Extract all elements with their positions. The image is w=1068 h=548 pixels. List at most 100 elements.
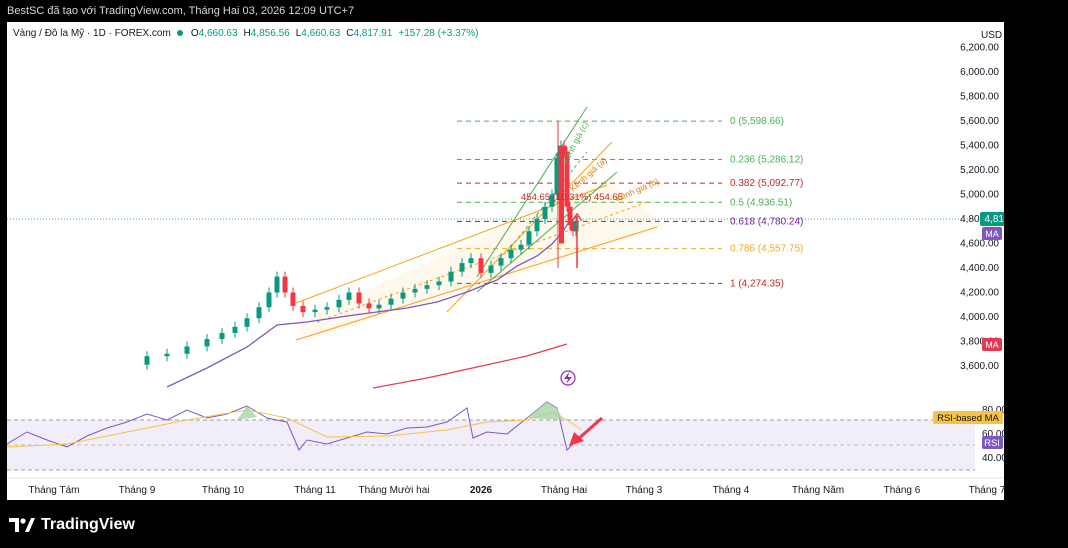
channel-b-lower xyxy=(295,226,658,341)
candle-body xyxy=(366,303,372,309)
candle-body xyxy=(266,292,272,308)
candle-body xyxy=(346,292,352,300)
measure-label: 454.65 (10.31%) 454.65 xyxy=(521,192,623,203)
candle-body xyxy=(232,326,238,333)
ohlc-close: C4,817.91 xyxy=(346,28,393,39)
candle-body xyxy=(542,206,548,219)
price-tick-label: 4,200.00 xyxy=(960,288,999,299)
candle-body xyxy=(300,305,306,313)
red-arrow-head xyxy=(569,432,584,446)
measure-arrow-head xyxy=(571,212,583,222)
candle-body xyxy=(412,288,418,293)
rsi-overbought-fill xyxy=(237,406,257,420)
channel-b-upper xyxy=(295,184,608,304)
brand-name: TradingView xyxy=(41,516,135,533)
candle-body xyxy=(459,263,465,272)
price-tick-label: 5,200.00 xyxy=(960,165,999,176)
candle-body xyxy=(282,276,288,293)
candle-body xyxy=(400,292,406,299)
time-axis-label: Tháng 4 xyxy=(713,485,750,496)
chart-caption: BestSC đã tạo với TradingView.com, Tháng… xyxy=(7,5,355,17)
price-tick-label: 4,800.00 xyxy=(960,214,999,225)
candle-body xyxy=(204,339,210,347)
price-tick-label: 3,600.00 xyxy=(960,361,999,372)
event-lightning-icon xyxy=(564,372,572,384)
candle-body xyxy=(388,298,394,305)
candle-body xyxy=(312,309,318,313)
last-price-tag xyxy=(980,212,1004,226)
time-axis-label: Tháng 3 xyxy=(626,485,663,496)
chart-panel[interactable]: 0 (5,598.66) 0.236 (5,286.12) 0.382 (5,092… xyxy=(7,22,1004,500)
price-tick-label: 6,200.00 xyxy=(960,43,999,54)
ma-purple-badge xyxy=(982,227,1002,240)
ma-red-badge-text: MA xyxy=(985,340,999,350)
rsi-ma-badge xyxy=(933,411,1003,424)
ma-purple-line xyxy=(166,219,571,388)
candle-body xyxy=(184,346,190,354)
ohlc-open: O4,660.63 xyxy=(190,28,238,39)
footer-bar xyxy=(0,500,1068,548)
price-tick-label: 6,000.00 xyxy=(960,67,999,78)
candle-body xyxy=(164,353,170,357)
ohlc-low: L4,660.63 xyxy=(295,28,341,39)
time-axis-label: Tháng Tám xyxy=(29,485,80,496)
candle-body xyxy=(244,318,250,327)
currency-label: USD xyxy=(981,30,1002,41)
candle-body xyxy=(518,244,524,250)
channel-c-lower xyxy=(476,171,618,293)
candle-body xyxy=(290,292,296,306)
last-price-text: 4,817.91 xyxy=(985,214,1004,225)
candle-body xyxy=(570,225,576,232)
candle-body xyxy=(376,304,382,309)
price-chart[interactable]: 0 (5,598.66) 0.236 (5,286.12) 0.382 (5,092… xyxy=(7,22,1004,500)
time-axis-label: Tháng Năm xyxy=(792,485,844,496)
candle-body xyxy=(274,276,280,293)
symbol-legend: Vàng / Đô la Mỹ · 1D · FOREX.com O4,660.… xyxy=(13,28,478,39)
ohlc-high: H4,856.56 xyxy=(243,28,290,39)
time-axis-label: Tháng 7 xyxy=(969,485,1004,496)
candle-body xyxy=(336,299,342,308)
candle-body xyxy=(498,258,504,266)
rsi-tick-label: 80.00 xyxy=(982,405,1004,416)
fib-level-label: 1 (4,274.35) xyxy=(730,278,784,289)
rsi-tick-label: 40.00 xyxy=(982,453,1004,464)
time-axis-label: Tháng 11 xyxy=(294,485,336,496)
candle-body xyxy=(424,285,430,289)
candle-body xyxy=(488,265,494,273)
price-tick-label: 4,000.00 xyxy=(960,312,999,323)
price-tick-label: 5,400.00 xyxy=(960,141,999,152)
candle-body xyxy=(219,332,225,340)
candle-body xyxy=(508,249,514,259)
candle-body xyxy=(436,281,442,286)
candle-body xyxy=(256,307,262,319)
fib-level-label: 0.618 (4,780.24) xyxy=(730,216,803,227)
candle-body xyxy=(526,231,532,245)
candle-body xyxy=(549,194,555,207)
candle-body xyxy=(356,292,362,304)
price-tick-label: 5,600.00 xyxy=(960,116,999,127)
rsi-ma-badge-text: RSI-based MA xyxy=(937,413,999,424)
ma-red-line xyxy=(372,343,568,389)
fib-level-label: 0.5 (4,936.51) xyxy=(730,197,792,208)
rsi-overbought-fill xyxy=(527,402,563,420)
candle-body xyxy=(534,219,540,232)
candle-body xyxy=(478,258,484,273)
fib-level-label: 0 (5,598.66) xyxy=(730,116,784,127)
candle-body xyxy=(554,157,560,195)
tradingview-logo[interactable]: TradingView xyxy=(9,515,135,535)
candle-body xyxy=(468,258,474,264)
time-axis-label: Tháng 10 xyxy=(202,485,245,496)
candle-body xyxy=(324,307,330,310)
spike-body xyxy=(559,145,564,244)
time-axis-label: Tháng 9 xyxy=(119,485,156,496)
channel-b-label: Kênh giá (b) xyxy=(614,176,661,204)
fib-level-label: 0.786 (4,557.75) xyxy=(730,244,803,255)
candle-body xyxy=(448,271,454,282)
candle-body xyxy=(564,151,570,207)
ma-purple-badge-text: MA xyxy=(985,229,999,239)
fib-level-label: 0.382 (5,092.77) xyxy=(730,178,803,189)
symbol-name[interactable]: Vàng / Đô la Mỹ · 1D · FOREX.com xyxy=(13,28,171,39)
red-arrow-shaft xyxy=(576,416,603,442)
rsi-line xyxy=(7,401,576,451)
price-tick-label: 3,800.00 xyxy=(960,337,999,348)
